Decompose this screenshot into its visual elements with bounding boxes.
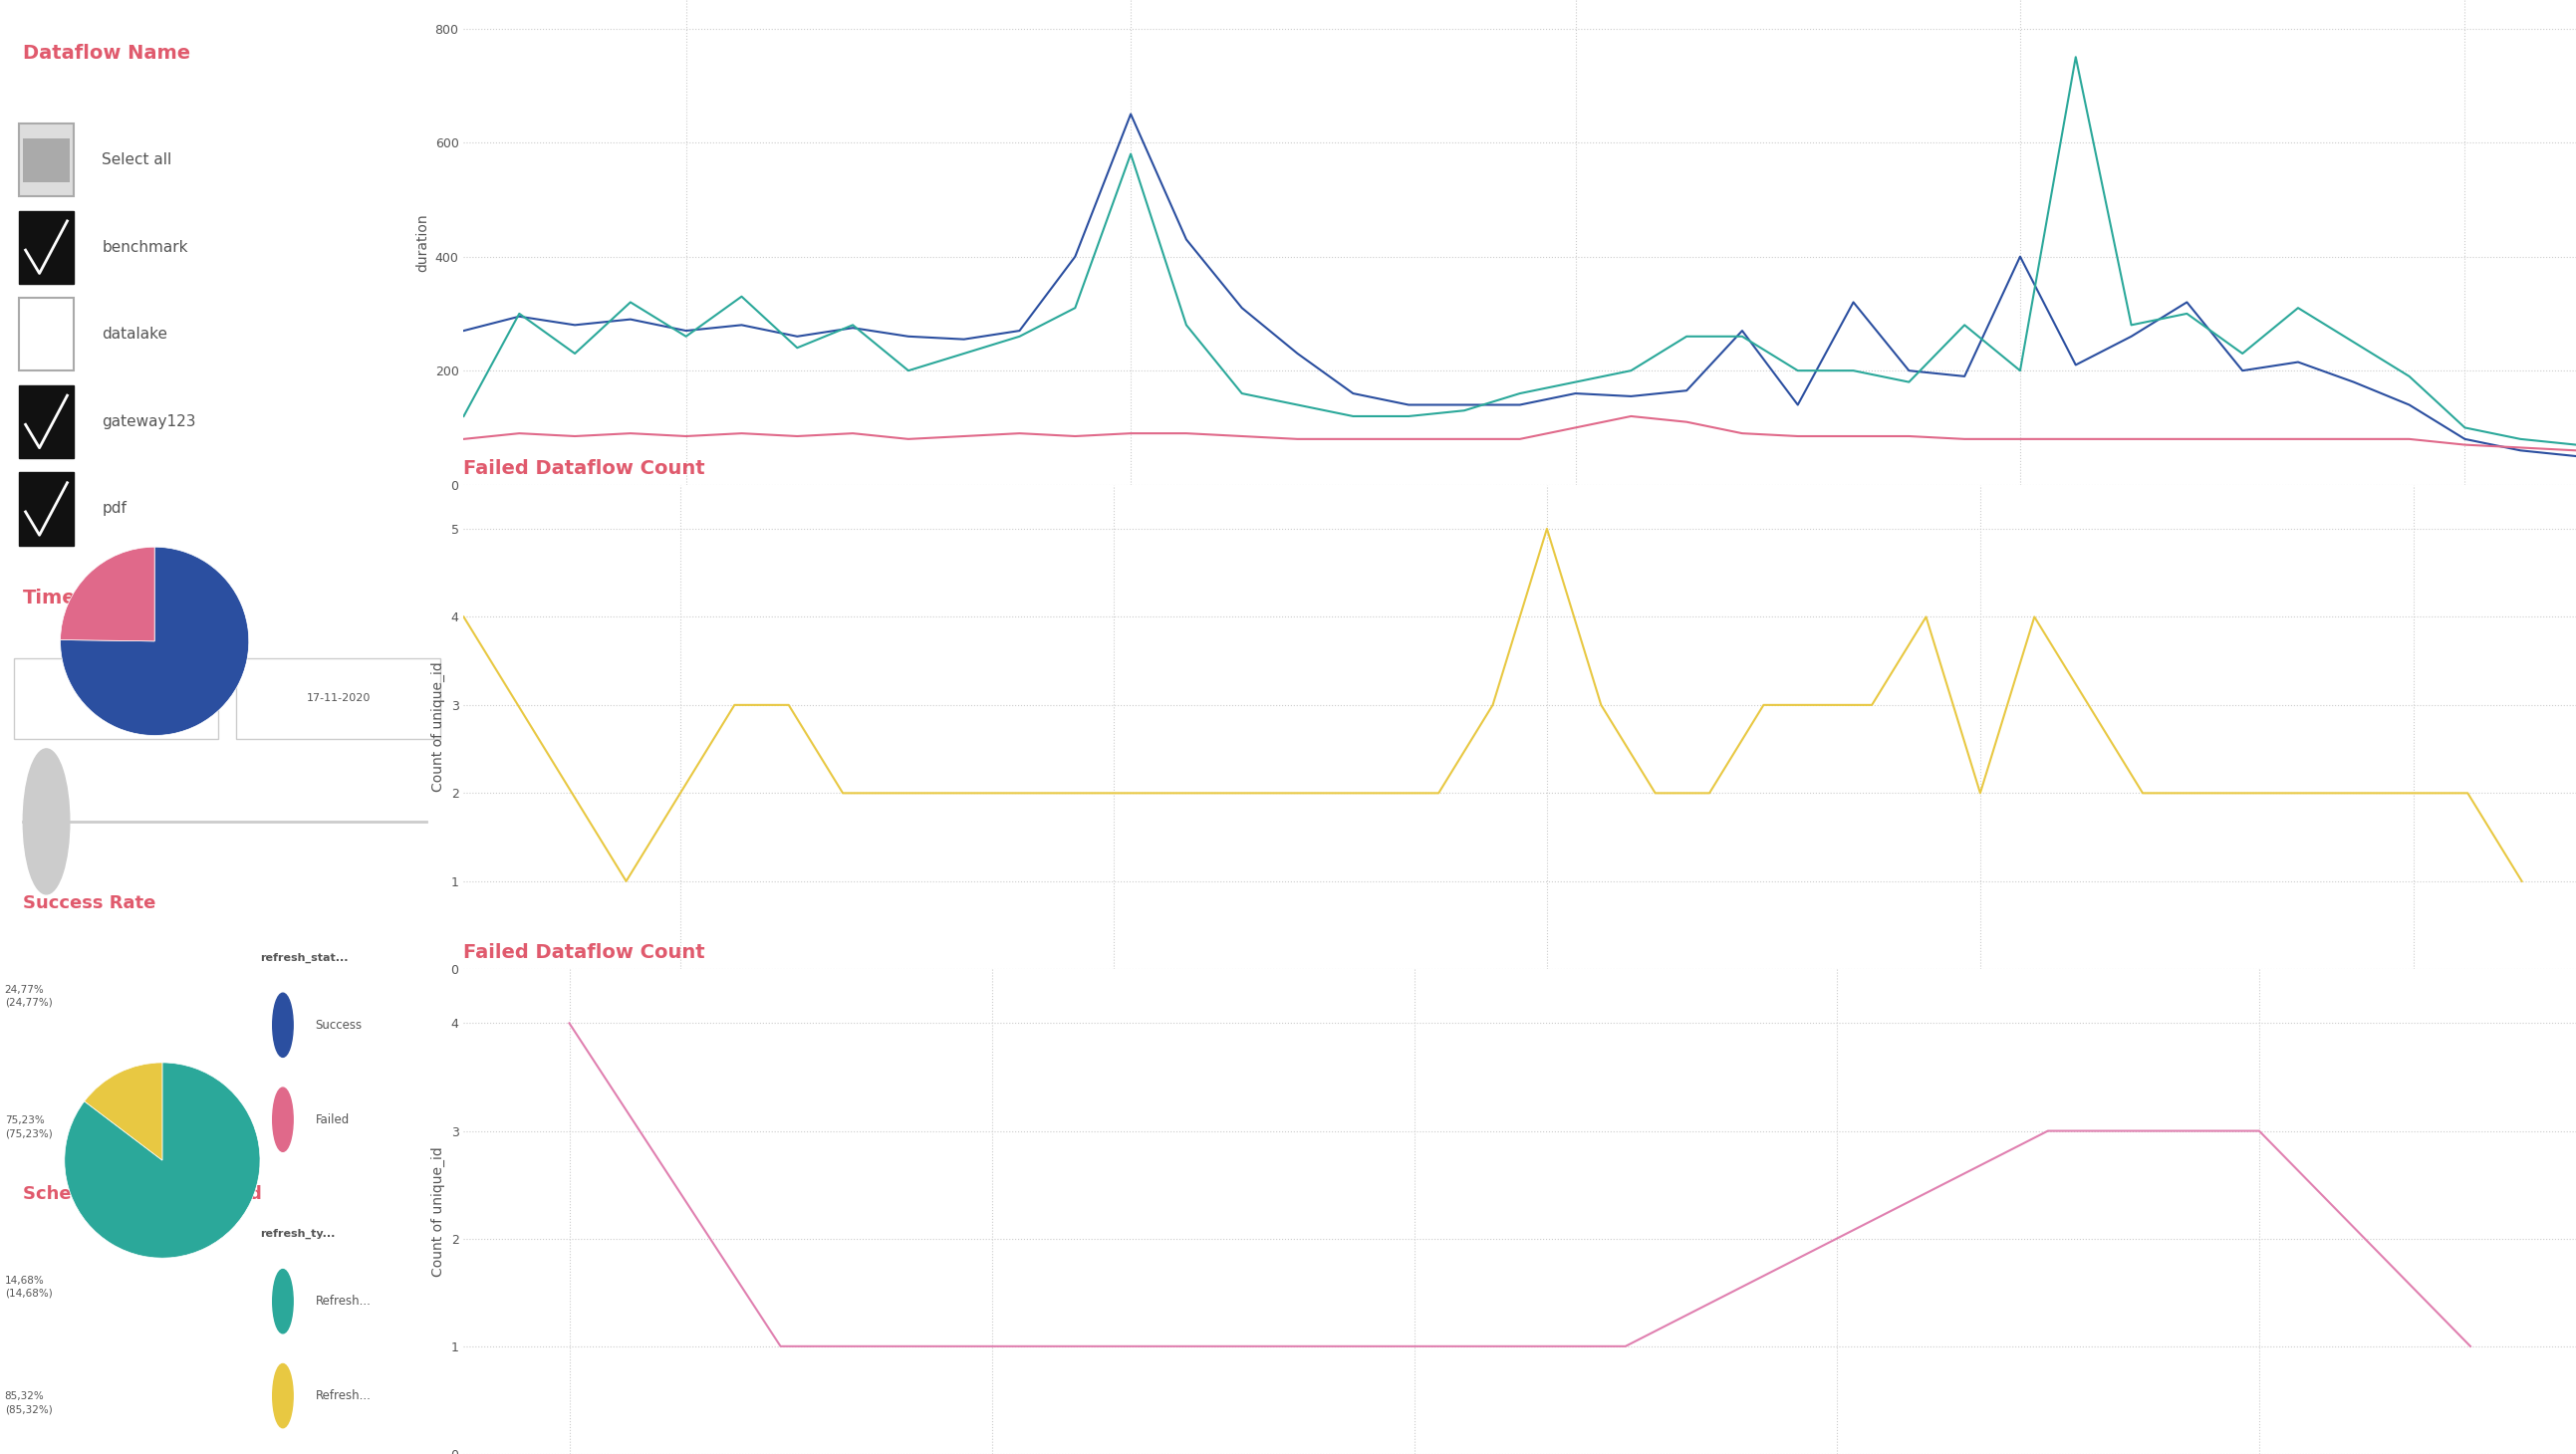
FancyBboxPatch shape [13,659,219,739]
Wedge shape [85,1063,162,1160]
Text: Success Rate: Success Rate [23,894,157,912]
Wedge shape [59,547,155,641]
FancyBboxPatch shape [23,138,70,182]
Text: 17-11-2020: 17-11-2020 [85,694,147,702]
Circle shape [273,1269,294,1333]
Text: Success: Success [314,1019,363,1031]
Circle shape [273,993,294,1057]
Wedge shape [64,1063,260,1258]
Text: Refresh...: Refresh... [314,1296,371,1307]
X-axis label: start_time: start_time [1484,507,1556,522]
Text: pdf: pdf [103,502,126,516]
Text: refresh_ty...: refresh_ty... [260,1229,335,1239]
Circle shape [23,749,70,894]
FancyBboxPatch shape [18,385,75,458]
FancyBboxPatch shape [237,659,440,739]
Text: refresh_stat...: refresh_stat... [260,952,348,963]
Text: Refresh...: Refresh... [314,1390,371,1402]
FancyBboxPatch shape [18,211,75,284]
Text: Failed Dataflow Count: Failed Dataflow Count [464,944,706,963]
Y-axis label: duration: duration [415,214,430,272]
Text: datalake: datalake [103,327,167,342]
Text: 17-11-2020: 17-11-2020 [307,694,371,702]
Text: Dataflow Name: Dataflow Name [23,44,191,63]
Text: 14,68%
(14,68%): 14,68% (14,68%) [5,1275,52,1298]
Circle shape [273,1364,294,1428]
FancyBboxPatch shape [18,124,75,196]
Y-axis label: Count of unique_id: Count of unique_id [430,662,446,792]
Text: Scheduled / On demand: Scheduled / On demand [23,1185,263,1202]
Wedge shape [59,547,250,736]
Text: 24,77%
(24,77%): 24,77% (24,77%) [5,984,52,1008]
Text: 75,23%
(75,23%): 75,23% (75,23%) [5,1115,52,1138]
Text: Failed: Failed [314,1114,350,1125]
Y-axis label: Count of unique_id: Count of unique_id [430,1147,446,1277]
Text: Failed Dataflow Count: Failed Dataflow Count [464,458,706,477]
Text: Time: Time [23,589,77,608]
FancyBboxPatch shape [18,298,75,371]
Text: 85,32%
(85,32%): 85,32% (85,32%) [5,1391,52,1415]
Text: gateway123: gateway123 [103,414,196,429]
X-axis label: start_time (bins): start_time (bins) [1463,993,1577,1006]
FancyBboxPatch shape [18,473,75,545]
Circle shape [273,1088,294,1152]
Text: Select all: Select all [103,153,173,167]
Text: benchmark: benchmark [103,240,188,254]
